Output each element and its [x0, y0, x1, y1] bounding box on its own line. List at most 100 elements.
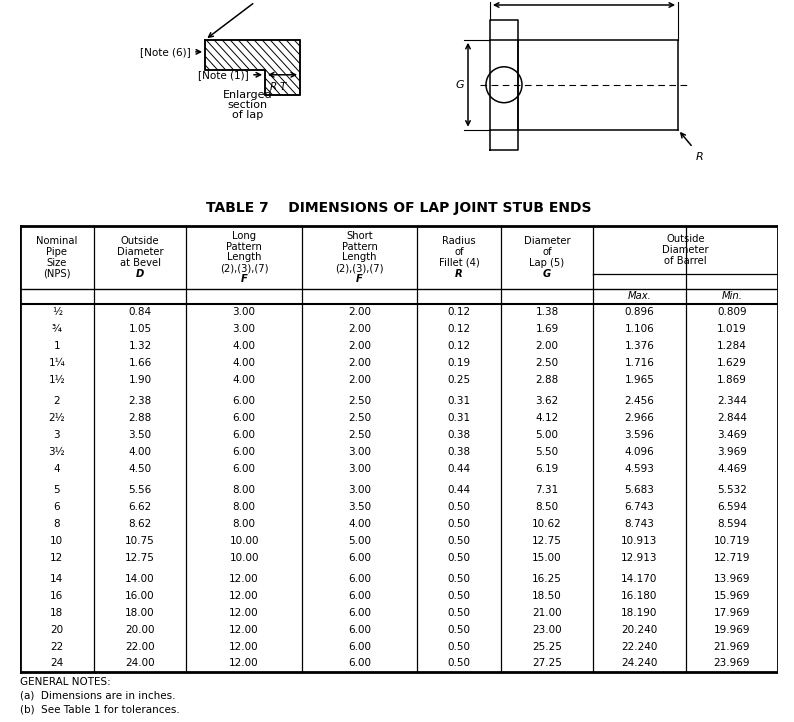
Text: 4.469: 4.469 — [717, 464, 747, 474]
Text: 16.180: 16.180 — [621, 591, 657, 601]
Text: 5.56: 5.56 — [129, 485, 152, 495]
Text: 1.376: 1.376 — [624, 341, 654, 351]
Text: 10.00: 10.00 — [229, 552, 259, 562]
Text: Pattern: Pattern — [226, 242, 262, 251]
Text: 13.969: 13.969 — [714, 575, 750, 584]
Text: R: R — [696, 152, 703, 162]
Text: Diameter: Diameter — [662, 245, 709, 255]
Text: of: of — [454, 247, 464, 257]
Text: 2.38: 2.38 — [129, 396, 152, 406]
Text: 2.00: 2.00 — [349, 375, 371, 385]
Text: 6.00: 6.00 — [233, 430, 256, 440]
Text: 4.00: 4.00 — [349, 519, 371, 529]
Text: 8.00: 8.00 — [233, 503, 256, 512]
Text: 6.00: 6.00 — [233, 464, 256, 474]
Text: 1¼: 1¼ — [48, 357, 65, 367]
Text: 6.19: 6.19 — [535, 464, 558, 474]
Text: 2.00: 2.00 — [535, 341, 558, 351]
Text: of Barrel: of Barrel — [665, 256, 707, 266]
Text: 1.38: 1.38 — [535, 308, 558, 317]
Text: 3: 3 — [53, 430, 60, 440]
Text: 3½: 3½ — [48, 447, 65, 457]
Text: 2½: 2½ — [48, 413, 65, 423]
Text: 3.596: 3.596 — [624, 430, 654, 440]
Text: 23.969: 23.969 — [714, 658, 750, 669]
Text: 3.469: 3.469 — [717, 430, 747, 440]
Text: 6.00: 6.00 — [349, 642, 371, 652]
Text: 3.00: 3.00 — [349, 447, 371, 457]
Text: D: D — [136, 269, 145, 279]
Text: 2.00: 2.00 — [349, 308, 371, 317]
Text: 3.00: 3.00 — [349, 464, 371, 474]
Text: 4.50: 4.50 — [129, 464, 152, 474]
Text: 0.50: 0.50 — [448, 552, 471, 562]
Text: 18.190: 18.190 — [621, 608, 657, 618]
Text: 0.25: 0.25 — [448, 375, 471, 385]
Text: 2.344: 2.344 — [717, 396, 747, 406]
Text: 6.00: 6.00 — [349, 608, 371, 618]
Text: 20.240: 20.240 — [621, 625, 657, 635]
Text: 16: 16 — [50, 591, 64, 601]
Text: 3.50: 3.50 — [348, 503, 372, 512]
Text: Outside: Outside — [666, 234, 705, 244]
Text: 23.00: 23.00 — [532, 625, 561, 635]
Text: (2),(3),(7): (2),(3),(7) — [335, 264, 384, 274]
Polygon shape — [205, 40, 300, 95]
Text: G: G — [456, 79, 464, 90]
Text: 1.66: 1.66 — [129, 357, 152, 367]
Text: TABLE 7    DIMENSIONS OF LAP JOINT STUB ENDS: TABLE 7 DIMENSIONS OF LAP JOINT STUB END… — [206, 201, 592, 215]
Text: 0.12: 0.12 — [448, 308, 471, 317]
Text: Lap (5): Lap (5) — [530, 258, 565, 268]
Text: 25.25: 25.25 — [532, 642, 562, 652]
Text: 4: 4 — [53, 464, 60, 474]
Text: 5.50: 5.50 — [535, 447, 558, 457]
Text: 12.719: 12.719 — [714, 552, 750, 562]
Text: Long: Long — [232, 230, 256, 240]
Text: 0.50: 0.50 — [448, 591, 471, 601]
Text: 18.50: 18.50 — [532, 591, 562, 601]
Text: Length: Length — [342, 253, 377, 262]
Text: 2.00: 2.00 — [349, 357, 371, 367]
Text: of lap: of lap — [232, 110, 263, 120]
Text: 12.75: 12.75 — [532, 536, 562, 546]
Text: 20.00: 20.00 — [125, 625, 155, 635]
Text: 4.00: 4.00 — [233, 357, 256, 367]
Text: 1.284: 1.284 — [717, 341, 747, 351]
Text: 3.50: 3.50 — [129, 430, 152, 440]
Text: 12.00: 12.00 — [229, 591, 259, 601]
Text: 12.00: 12.00 — [229, 658, 259, 669]
Text: Enlarged: Enlarged — [222, 90, 272, 100]
Text: 15.00: 15.00 — [532, 552, 561, 562]
Text: Min.: Min. — [722, 292, 742, 302]
Text: 18.00: 18.00 — [125, 608, 155, 618]
Text: section: section — [227, 100, 268, 110]
Text: 22.00: 22.00 — [125, 642, 155, 652]
Text: 14.00: 14.00 — [125, 575, 155, 584]
Text: at Bevel: at Bevel — [120, 258, 160, 268]
Text: 14: 14 — [50, 575, 64, 584]
Text: 8.594: 8.594 — [717, 519, 747, 529]
Text: 0.44: 0.44 — [448, 485, 471, 495]
Text: 4.00: 4.00 — [233, 341, 256, 351]
Text: 12.00: 12.00 — [229, 625, 259, 635]
Text: 18: 18 — [50, 608, 64, 618]
Text: 24: 24 — [50, 658, 64, 669]
Text: 3.00: 3.00 — [233, 324, 256, 334]
Text: 0.19: 0.19 — [448, 357, 471, 367]
Text: 0.896: 0.896 — [625, 308, 654, 317]
Text: 1.629: 1.629 — [717, 357, 747, 367]
Text: 0.809: 0.809 — [717, 308, 746, 317]
Text: 2.456: 2.456 — [624, 396, 654, 406]
Text: 22.240: 22.240 — [621, 642, 657, 652]
Text: 6.00: 6.00 — [349, 591, 371, 601]
Text: 8.50: 8.50 — [535, 503, 558, 512]
Text: 6.743: 6.743 — [624, 503, 654, 512]
Text: 4.593: 4.593 — [624, 464, 654, 474]
Text: 1.965: 1.965 — [624, 375, 654, 385]
Text: 10.62: 10.62 — [532, 519, 562, 529]
Text: 6.00: 6.00 — [233, 413, 256, 423]
Text: Size: Size — [47, 258, 67, 268]
Text: (a)  Dimensions are in inches.: (a) Dimensions are in inches. — [20, 691, 175, 700]
Text: Pipe: Pipe — [46, 247, 67, 257]
Text: 8.743: 8.743 — [624, 519, 654, 529]
